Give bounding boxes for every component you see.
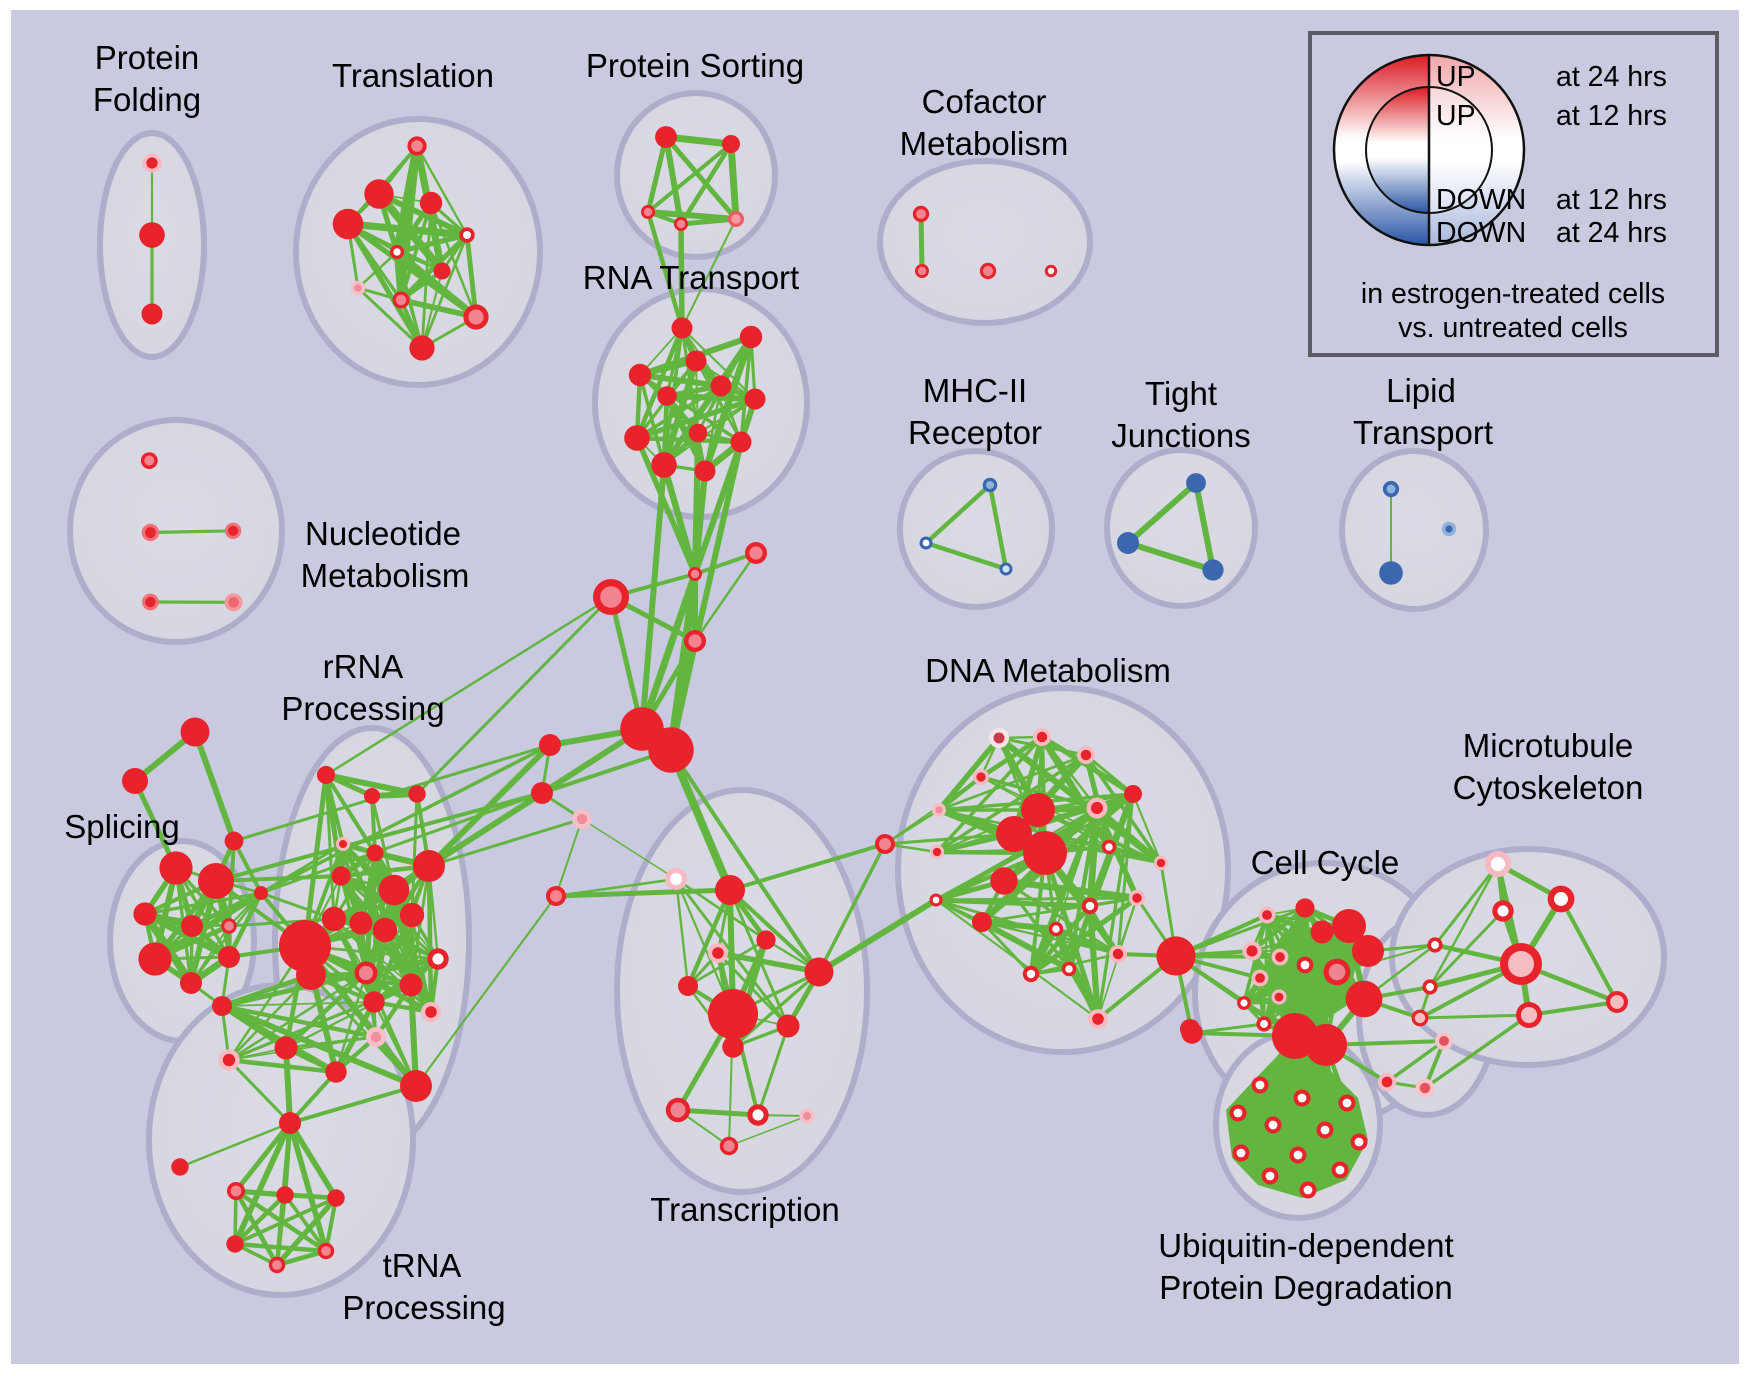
svg-text:Cofactor: Cofactor bbox=[922, 83, 1047, 120]
svg-text:Lipid: Lipid bbox=[1386, 372, 1456, 409]
svg-text:DOWN: DOWN bbox=[1436, 217, 1526, 249]
svg-text:in estrogen-treated cells: in estrogen-treated cells bbox=[1361, 278, 1665, 310]
svg-text:at 24 hrs: at 24 hrs bbox=[1556, 61, 1667, 93]
svg-text:Cytoskeleton: Cytoskeleton bbox=[1453, 769, 1644, 806]
svg-text:at 12 hrs: at 12 hrs bbox=[1556, 100, 1667, 132]
svg-text:Junctions: Junctions bbox=[1111, 417, 1250, 454]
svg-text:UP: UP bbox=[1436, 100, 1476, 132]
svg-text:Transcription: Transcription bbox=[650, 1191, 840, 1228]
svg-text:Splicing: Splicing bbox=[64, 808, 180, 845]
svg-text:Folding: Folding bbox=[93, 81, 201, 118]
svg-text:DOWN: DOWN bbox=[1436, 184, 1526, 216]
svg-text:rRNA: rRNA bbox=[323, 648, 404, 685]
svg-text:Tight: Tight bbox=[1145, 375, 1217, 412]
svg-text:Receptor: Receptor bbox=[908, 414, 1042, 451]
svg-text:Protein: Protein bbox=[95, 39, 200, 76]
svg-text:Transport: Transport bbox=[1353, 414, 1493, 451]
svg-text:Ubiquitin-dependent: Ubiquitin-dependent bbox=[1158, 1227, 1453, 1264]
svg-text:Metabolism: Metabolism bbox=[900, 125, 1069, 162]
svg-text:at 24 hrs: at 24 hrs bbox=[1556, 217, 1667, 249]
svg-text:vs. untreated cells: vs. untreated cells bbox=[1398, 312, 1628, 344]
svg-text:RNA Transport: RNA Transport bbox=[583, 259, 799, 296]
svg-text:Nucleotide: Nucleotide bbox=[305, 515, 461, 552]
svg-text:Metabolism: Metabolism bbox=[301, 557, 470, 594]
svg-text:Cell Cycle: Cell Cycle bbox=[1251, 844, 1400, 881]
svg-text:MHC-II: MHC-II bbox=[923, 372, 1027, 409]
svg-text:UP: UP bbox=[1436, 61, 1476, 93]
svg-text:Protein Degradation: Protein Degradation bbox=[1159, 1269, 1453, 1306]
svg-text:tRNA: tRNA bbox=[383, 1247, 462, 1284]
svg-text:at 12 hrs: at 12 hrs bbox=[1556, 184, 1667, 216]
svg-text:Processing: Processing bbox=[281, 690, 444, 727]
svg-text:Protein Sorting: Protein Sorting bbox=[586, 47, 804, 84]
svg-text:Processing: Processing bbox=[342, 1289, 505, 1326]
svg-text:Microtubule: Microtubule bbox=[1463, 727, 1634, 764]
svg-text:Translation: Translation bbox=[332, 57, 494, 94]
svg-text:DNA Metabolism: DNA Metabolism bbox=[925, 652, 1171, 689]
